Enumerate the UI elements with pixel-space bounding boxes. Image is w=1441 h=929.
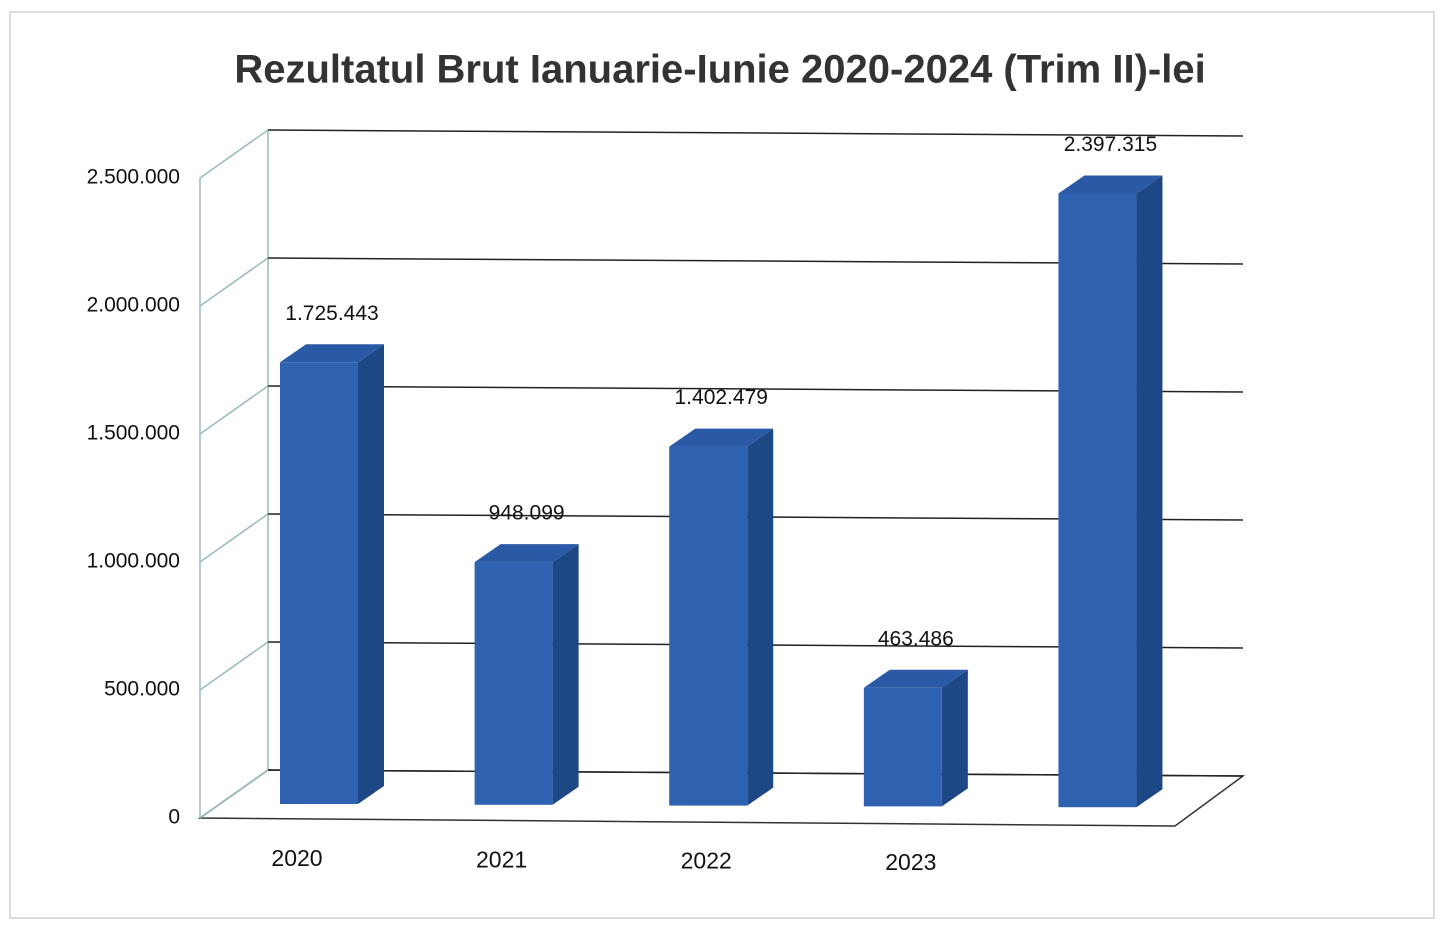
x-tick-label: 2021 [476, 846, 527, 872]
grid-line [199, 129, 269, 179]
chart-frame [9, 11, 1435, 919]
y-tick-label: 2.500.000 [87, 166, 180, 189]
grid-line [267, 129, 1244, 137]
bar-top [1058, 175, 1163, 194]
y-tick-label: 1.000.000 [87, 550, 180, 573]
bar-side [552, 544, 579, 805]
bar-top [280, 344, 384, 363]
bar-top [669, 428, 774, 447]
data-label: 463.486 [878, 627, 954, 650]
bar-side [358, 344, 384, 804]
y-tick-label: 1.500.000 [87, 422, 180, 445]
bar [1058, 193, 1137, 808]
y-tick-label: 500.000 [104, 678, 180, 701]
grid-line [199, 257, 269, 307]
bar-side [1136, 175, 1163, 808]
data-label: 2.397.315 [1064, 133, 1157, 156]
bar-top [474, 544, 579, 563]
x-tick-label: 2022 [681, 848, 732, 874]
grid-line [199, 513, 269, 563]
bar [863, 687, 942, 807]
data-label: 948.099 [489, 502, 565, 525]
bar [474, 562, 553, 805]
grid-line [199, 385, 269, 435]
bar-side [941, 669, 968, 807]
bar-side [747, 428, 774, 806]
data-label: 1.402.479 [675, 386, 768, 409]
x-tick-label: 2023 [885, 849, 936, 875]
grid-line [199, 769, 269, 819]
x-tick-label: 2020 [271, 845, 322, 871]
bar [280, 362, 358, 804]
y-tick-label: 2.000.000 [87, 294, 180, 317]
data-label: 1.725.443 [285, 302, 378, 325]
y-tick-label: 0 [168, 806, 180, 829]
bar-top [863, 669, 968, 688]
chart-title: Rezultatul Brut Ianuarie-Iunie 2020-2024… [234, 48, 1205, 92]
bar [669, 446, 748, 806]
grid-line [199, 641, 269, 691]
